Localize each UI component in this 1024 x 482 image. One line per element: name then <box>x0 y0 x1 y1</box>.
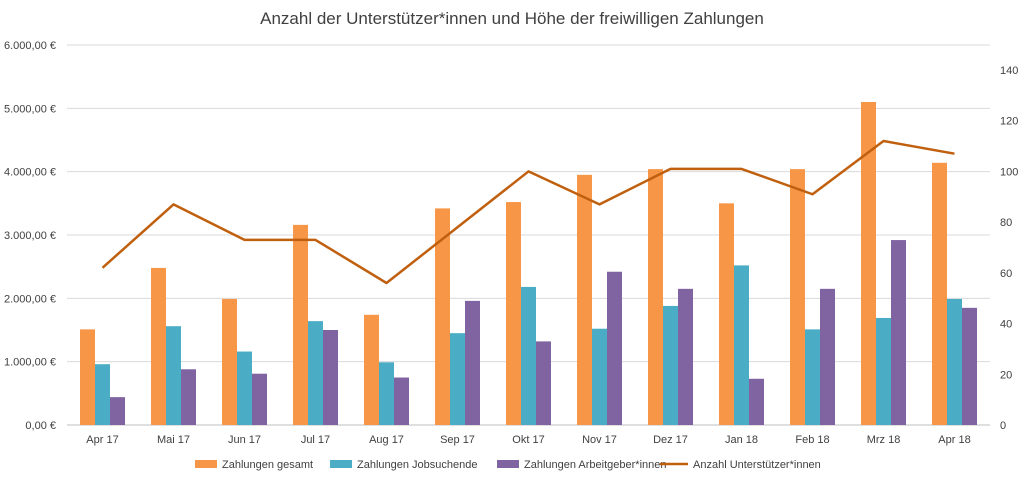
bar-1 <box>861 102 876 425</box>
bar-2 <box>734 265 749 425</box>
right-tick-label: 60 <box>1000 268 1012 280</box>
bar-1 <box>435 208 450 425</box>
legend-swatch <box>330 460 352 468</box>
category-labels: Apr 17 Mai 17 Jun 17 Jul 17 Aug 17 Sep 17 Okt … <box>86 434 970 446</box>
bar-2 <box>876 317 891 425</box>
bar-2 <box>308 321 323 425</box>
bar-1 <box>151 267 166 425</box>
bar-2 <box>521 286 536 425</box>
bar-3 <box>749 378 764 425</box>
bar-3 <box>394 377 409 425</box>
left-tick-label: 2.000,00 € <box>4 293 56 305</box>
right-tick-label: 120 <box>1000 116 1018 128</box>
right-tick-label: 0 <box>1000 420 1006 432</box>
bar-1 <box>577 174 592 425</box>
bar-1 <box>790 169 805 425</box>
bar-3 <box>465 300 480 425</box>
category-label: Sep 17 <box>440 434 475 446</box>
bar-2 <box>805 329 820 425</box>
bar-3 <box>252 373 267 425</box>
line-series-path <box>101 139 955 285</box>
bar-3 <box>678 288 693 425</box>
left-axis-ticks: 0,00 € 1.000,00 € 2.000,00 € 3.000,00 € 4.00… <box>4 40 56 432</box>
category-label: Nov 17 <box>582 434 617 446</box>
left-tick-label: 3.000,00 € <box>4 230 56 242</box>
right-tick-label: 100 <box>1000 166 1018 178</box>
bar-1 <box>506 202 521 425</box>
category-label: Apr 18 <box>938 434 970 446</box>
right-tick-label: 40 <box>1000 319 1012 331</box>
right-tick-label: 20 <box>1000 369 1012 381</box>
bar-2 <box>947 298 962 425</box>
legend-label: Zahlungen gesamt <box>222 459 313 471</box>
category-label: Feb 18 <box>795 434 829 446</box>
legend-swatch <box>497 460 519 468</box>
right-axis-ticks: 0 20 40 60 80 100 120 140 <box>1000 65 1018 432</box>
legend-label: Zahlungen Jobsuchende <box>357 459 477 471</box>
chart-title: Anzahl der Unterstützer*innen und Höhe d… <box>260 9 764 28</box>
bar-1 <box>222 298 237 425</box>
left-tick-label: 4.000,00 € <box>4 167 56 179</box>
bar-3 <box>820 288 835 425</box>
bar-2 <box>237 351 252 425</box>
category-label: Aug 17 <box>369 434 404 446</box>
bar-1 <box>648 169 663 425</box>
category-label: Jul 17 <box>301 434 330 446</box>
legend-label: Zahlungen Arbeitgeber*innen <box>524 459 667 471</box>
bar-2 <box>592 328 607 425</box>
category-label: Jan 18 <box>725 434 758 446</box>
bar-1 <box>80 329 95 425</box>
legend-swatch <box>195 460 217 468</box>
legend-label: Anzahl Unterstützer*innen <box>693 459 821 471</box>
left-tick-label: 5.000,00 € <box>4 103 56 115</box>
line-series <box>101 139 955 285</box>
bar-1 <box>364 314 379 425</box>
bar-3 <box>323 330 338 425</box>
left-tick-label: 6.000,00 € <box>4 40 56 52</box>
bar-3 <box>181 369 196 425</box>
category-label: Okt 17 <box>512 434 544 446</box>
category-label: Mrz 18 <box>867 434 901 446</box>
left-tick-label: 0,00 € <box>25 420 56 432</box>
bar-1 <box>719 203 734 425</box>
bar-2 <box>379 362 394 425</box>
bar-3 <box>110 397 125 425</box>
category-label: Dez 17 <box>653 434 688 446</box>
bar-2 <box>95 364 110 425</box>
category-label: Jun 17 <box>228 434 261 446</box>
bar-2 <box>166 326 181 425</box>
category-label: Mai 17 <box>157 434 190 446</box>
bar-3 <box>891 240 906 425</box>
bar-3 <box>536 341 551 425</box>
bar-2 <box>663 305 678 425</box>
bar-1 <box>293 224 308 425</box>
category-label: Apr 17 <box>86 434 118 446</box>
bars <box>80 102 977 426</box>
bar-3 <box>962 307 977 425</box>
legend: Zahlungen gesamt Zahlungen Jobsuchende Zah… <box>195 459 821 471</box>
right-tick-label: 80 <box>1000 217 1012 229</box>
bar-2 <box>450 333 465 425</box>
left-tick-label: 1.000,00 € <box>4 357 56 369</box>
bar-3 <box>607 271 622 425</box>
right-tick-label: 140 <box>1000 65 1018 77</box>
bar-1 <box>932 162 947 426</box>
